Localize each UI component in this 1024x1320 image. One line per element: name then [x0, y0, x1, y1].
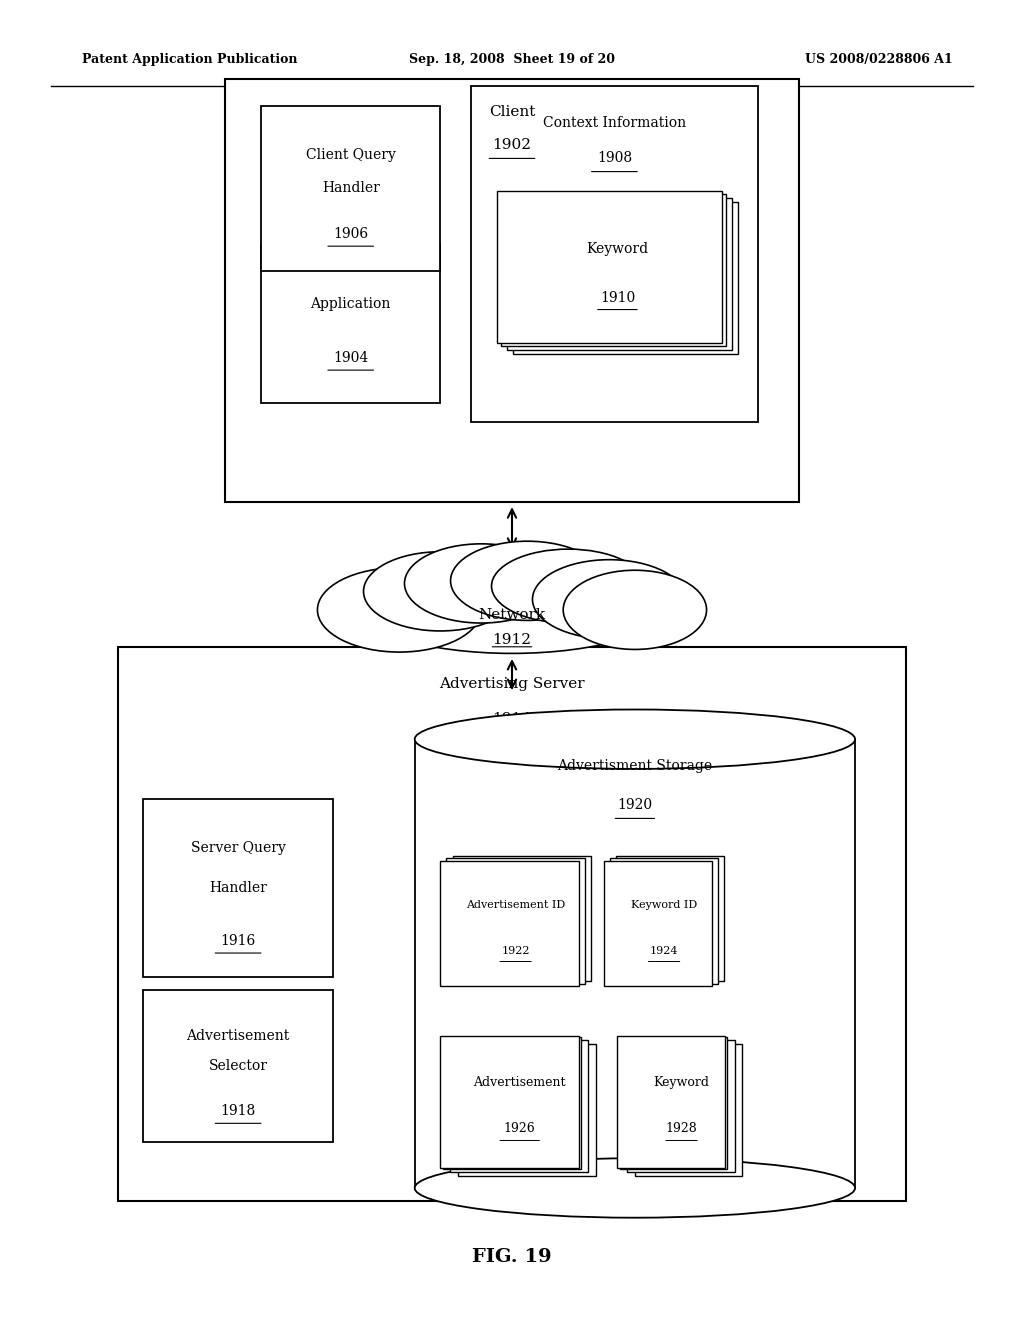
Ellipse shape	[492, 549, 645, 623]
FancyBboxPatch shape	[501, 194, 726, 346]
Text: Network: Network	[478, 609, 546, 622]
FancyBboxPatch shape	[143, 799, 333, 977]
Text: 1928: 1928	[666, 1122, 697, 1135]
Text: Keyword: Keyword	[587, 242, 648, 256]
Text: Handler: Handler	[322, 181, 380, 195]
FancyBboxPatch shape	[143, 990, 333, 1142]
Text: Application: Application	[310, 297, 391, 312]
Text: 1914: 1914	[493, 713, 531, 726]
Text: 1926: 1926	[504, 1122, 536, 1135]
FancyBboxPatch shape	[604, 861, 712, 986]
Text: 1920: 1920	[617, 799, 652, 812]
FancyBboxPatch shape	[497, 191, 722, 343]
Text: Advertisement: Advertisement	[186, 1028, 290, 1043]
Text: Handler: Handler	[209, 880, 267, 895]
Text: Server Query: Server Query	[190, 841, 286, 855]
FancyBboxPatch shape	[451, 1040, 589, 1172]
Ellipse shape	[563, 570, 707, 649]
FancyBboxPatch shape	[446, 858, 585, 983]
Text: Context Information: Context Information	[543, 116, 686, 129]
Text: Advertisment Storage: Advertisment Storage	[557, 759, 713, 772]
Text: 1904: 1904	[333, 351, 369, 366]
Text: Sep. 18, 2008  Sheet 19 of 20: Sep. 18, 2008 Sheet 19 of 20	[409, 53, 615, 66]
Ellipse shape	[415, 709, 855, 768]
FancyBboxPatch shape	[628, 1040, 735, 1172]
Text: Advertisement ID: Advertisement ID	[466, 899, 565, 909]
Ellipse shape	[404, 544, 558, 623]
Text: 1902: 1902	[493, 139, 531, 152]
Text: 1906: 1906	[333, 227, 369, 242]
FancyBboxPatch shape	[635, 1044, 742, 1176]
FancyBboxPatch shape	[225, 79, 799, 502]
Text: Keyword: Keyword	[653, 1076, 710, 1089]
FancyBboxPatch shape	[616, 855, 724, 981]
FancyBboxPatch shape	[440, 1036, 579, 1168]
FancyBboxPatch shape	[610, 858, 718, 983]
FancyBboxPatch shape	[620, 1038, 727, 1170]
FancyBboxPatch shape	[513, 202, 738, 354]
FancyBboxPatch shape	[617, 1036, 725, 1168]
Ellipse shape	[451, 541, 604, 620]
Text: Advertisement: Advertisement	[473, 1076, 566, 1089]
Text: Advertising Server: Advertising Server	[439, 677, 585, 690]
Text: FIG. 19: FIG. 19	[472, 1247, 552, 1266]
Text: 1918: 1918	[220, 1105, 256, 1118]
Text: Selector: Selector	[209, 1059, 267, 1073]
FancyBboxPatch shape	[440, 861, 579, 986]
Text: 1916: 1916	[220, 935, 256, 948]
FancyBboxPatch shape	[261, 106, 440, 271]
FancyBboxPatch shape	[453, 855, 591, 981]
Text: 1922: 1922	[502, 946, 529, 956]
FancyBboxPatch shape	[458, 1044, 596, 1176]
Ellipse shape	[364, 552, 517, 631]
FancyBboxPatch shape	[442, 1038, 581, 1170]
FancyBboxPatch shape	[261, 244, 440, 403]
Text: US 2008/0228806 A1: US 2008/0228806 A1	[805, 53, 952, 66]
FancyBboxPatch shape	[507, 198, 732, 350]
FancyBboxPatch shape	[471, 86, 758, 422]
Ellipse shape	[317, 568, 481, 652]
Text: Patent Application Publication: Patent Application Publication	[82, 53, 297, 66]
Text: 1910: 1910	[600, 290, 635, 305]
Text: Keyword ID: Keyword ID	[631, 899, 697, 909]
Ellipse shape	[353, 553, 671, 653]
FancyBboxPatch shape	[415, 739, 855, 1188]
Ellipse shape	[532, 560, 686, 639]
Text: 1912: 1912	[493, 634, 531, 647]
Text: 1908: 1908	[597, 152, 632, 165]
Ellipse shape	[415, 1159, 855, 1217]
Text: 1924: 1924	[650, 946, 678, 956]
Text: Client: Client	[488, 106, 536, 119]
Text: Client Query: Client Query	[306, 148, 395, 162]
FancyBboxPatch shape	[118, 647, 906, 1201]
